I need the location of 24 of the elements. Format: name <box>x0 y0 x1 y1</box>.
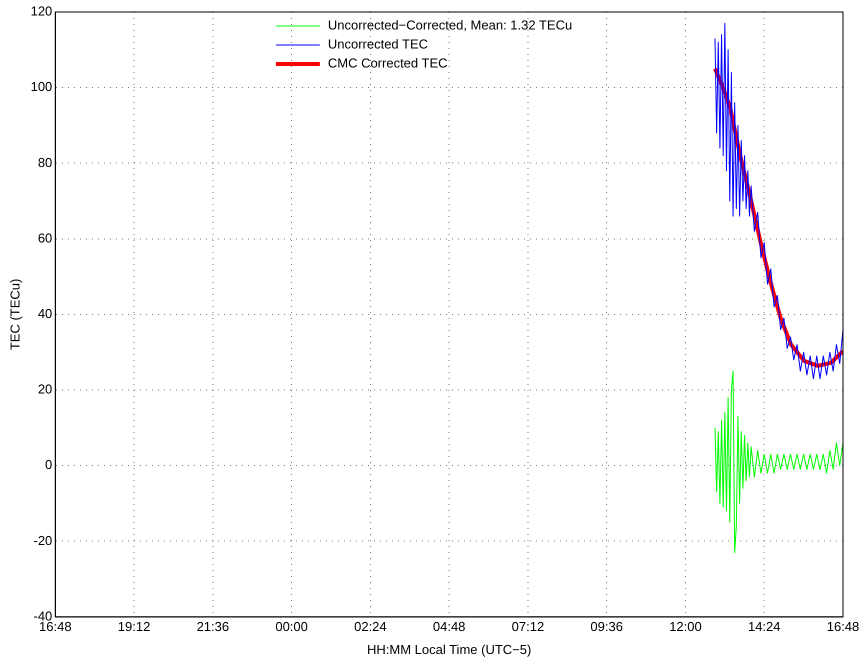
x-tick-label: 04:48 <box>432 619 466 634</box>
y-tick-label: 100 <box>30 79 52 94</box>
x-tick-label: 14:24 <box>748 619 780 634</box>
y-tick-label: 60 <box>38 230 52 246</box>
y-tick-label: 20 <box>38 382 52 397</box>
y-tick-label: 0 <box>45 457 52 472</box>
legend-label: Uncorrected TEC <box>328 36 428 52</box>
x-tick-label: 02:24 <box>354 619 387 634</box>
y-tick-label: 80 <box>38 154 52 170</box>
x-tick-label: 09:36 <box>590 619 623 634</box>
x-tick-label: 07:12 <box>512 619 544 634</box>
x-tick-label: 21:36 <box>196 619 230 634</box>
x-tick-label: 16:48 <box>826 619 860 634</box>
legend-label: CMC Corrected TEC <box>328 56 448 71</box>
y-tick-label: -40 <box>33 608 52 624</box>
x-tick-label: 12:00 <box>669 619 702 634</box>
x-tick-label: 19:12 <box>118 619 150 634</box>
x-tick-label: 00:00 <box>275 619 308 634</box>
legend-label: Uncorrected−Corrected, Mean: 1.32 TECu <box>328 18 572 33</box>
y-tick-label: -20 <box>33 532 52 548</box>
y-tick-label: 40 <box>38 306 52 321</box>
y-tick-label: 120 <box>30 4 52 19</box>
y-axis-title: TEC (TECu) <box>7 278 22 350</box>
x-axis-title: HH:MM Local Time (UTC−5) <box>366 642 532 657</box>
